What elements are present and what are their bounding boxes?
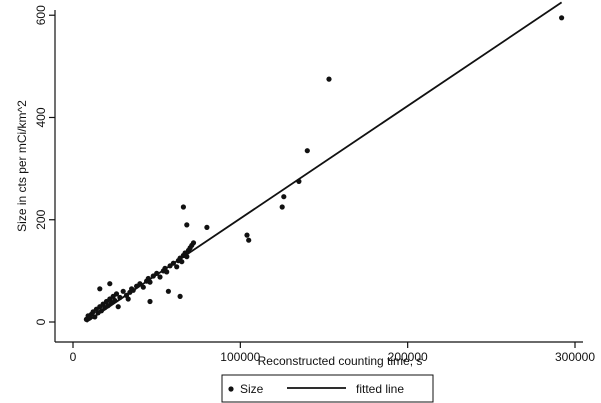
data-point bbox=[115, 304, 121, 310]
data-point bbox=[125, 296, 131, 302]
data-point bbox=[120, 288, 126, 294]
plot-area bbox=[83, 1, 565, 323]
y-tick-label: 600 bbox=[34, 5, 48, 25]
data-point bbox=[164, 269, 170, 275]
legend-size-label: Size bbox=[240, 382, 264, 396]
data-point bbox=[113, 291, 120, 297]
data-point bbox=[174, 264, 180, 270]
x-axis-title: Reconstructed counting time, s bbox=[258, 354, 423, 368]
data-point bbox=[147, 298, 153, 305]
data-point bbox=[244, 232, 250, 238]
legend-size-marker bbox=[228, 386, 234, 392]
data-point bbox=[281, 194, 287, 200]
legend-fitted-line-label: fitted line bbox=[356, 382, 404, 396]
data-point bbox=[184, 222, 190, 228]
data-point bbox=[204, 224, 210, 230]
data-point bbox=[559, 15, 565, 21]
data-point bbox=[97, 286, 103, 292]
x-axis: 0 100000 200000 300000 bbox=[55, 341, 595, 364]
data-point bbox=[107, 281, 113, 287]
data-point bbox=[157, 274, 163, 280]
data-point bbox=[190, 240, 197, 246]
y-tick-label: 400 bbox=[34, 107, 48, 127]
fitted-line bbox=[85, 1, 563, 323]
data-point bbox=[279, 204, 285, 210]
x-tick-label: 300000 bbox=[555, 350, 595, 364]
y-axis-title: Size in cts per mCi/km^2 bbox=[15, 100, 29, 232]
x-tick-label: 100000 bbox=[220, 350, 260, 364]
x-tick-label: 0 bbox=[70, 350, 77, 364]
y-axis: 0 200 400 600 bbox=[34, 5, 56, 342]
x-tick-label: 200000 bbox=[388, 350, 428, 364]
legend: Size fitted line bbox=[221, 374, 434, 403]
data-point bbox=[180, 204, 186, 210]
data-point bbox=[326, 76, 332, 82]
data-point bbox=[177, 293, 183, 299]
data-point bbox=[165, 288, 171, 294]
data-point bbox=[246, 237, 252, 243]
y-tick-label: 0 bbox=[34, 318, 48, 325]
y-tick-label: 200 bbox=[34, 209, 48, 229]
data-point bbox=[304, 148, 310, 154]
data-point bbox=[140, 284, 146, 290]
data-point bbox=[179, 259, 185, 265]
